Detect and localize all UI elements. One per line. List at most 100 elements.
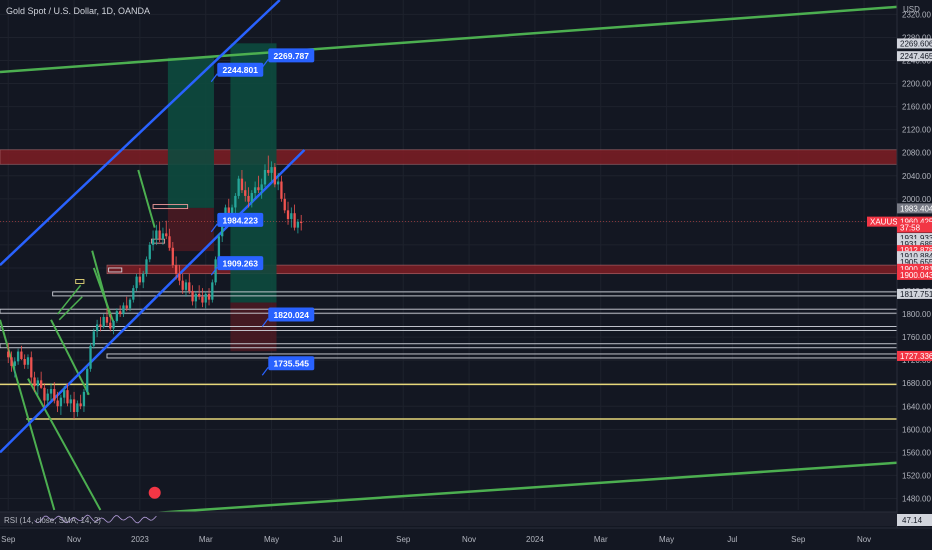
price-badge <box>897 239 932 250</box>
price-badge <box>897 233 932 244</box>
candle-body <box>118 311 122 315</box>
callout-box <box>217 256 264 271</box>
callout-pointer <box>261 58 269 68</box>
candle-body <box>174 265 178 274</box>
callout-pointer <box>261 366 269 376</box>
time-axis[interactable]: Sep Nov 2023 Mar May Jul Sep Nov 2024 Mar May Jul Se… <box>0 527 932 550</box>
trend-line-top <box>0 5 898 74</box>
candle-body <box>132 288 135 300</box>
candle-body <box>16 351 20 362</box>
candle-body <box>204 293 207 303</box>
candle-body <box>214 259 217 283</box>
candle-body <box>76 403 79 413</box>
rsi-pane: RSI (14, close, SMA, 14, 2) 47.14 <box>0 486 932 526</box>
candle-body <box>280 181 283 199</box>
candle-body <box>237 178 240 196</box>
candle-body <box>181 280 184 290</box>
candle-body <box>145 259 148 274</box>
candle-body <box>263 170 267 185</box>
candle-body <box>151 239 155 245</box>
callout-pointer <box>210 266 218 276</box>
callout-box <box>268 356 315 371</box>
candle-body <box>201 296 204 303</box>
candle-body <box>30 357 33 378</box>
candle-body <box>211 282 214 300</box>
candle-body <box>293 213 296 228</box>
price-badge <box>897 203 932 214</box>
price-tick-label: 1640.00 <box>902 402 931 411</box>
candles <box>7 155 303 419</box>
candle-body <box>63 390 66 398</box>
candle-body <box>207 293 211 300</box>
candle-body <box>165 233 168 237</box>
price-tick-label: 1800.00 <box>902 310 931 319</box>
price-tick-label: 1600.00 <box>902 425 931 434</box>
candle-body <box>244 190 247 196</box>
event-marker <box>148 486 161 499</box>
resistance-zone <box>0 149 898 165</box>
price-badge-label: 1900.281 <box>900 265 932 274</box>
price-tick-label: 1760.00 <box>902 333 931 342</box>
candle-body <box>95 324 99 332</box>
price-badge-label: 1900.043 <box>900 271 932 280</box>
channel-upper <box>0 0 281 266</box>
rsi-label: RSI (14, close, SMA, 14, 2) <box>4 516 101 525</box>
candle-body <box>102 316 105 327</box>
candle-body <box>53 388 56 401</box>
candle-body <box>267 170 270 173</box>
candle-body <box>230 207 234 217</box>
time-axis-background <box>0 528 932 550</box>
candle-body <box>240 178 244 191</box>
wedge-line-2 <box>58 296 83 321</box>
price-axis[interactable]: 2320.002280.002240.002200.002160.002120.… <box>867 0 932 550</box>
candle-body <box>194 293 198 302</box>
candle-body <box>270 167 273 173</box>
candle-body <box>112 320 115 329</box>
candle-body <box>158 230 161 240</box>
candle-body <box>155 230 158 240</box>
candle-body <box>250 193 253 202</box>
candle-body <box>257 187 260 191</box>
candle-body <box>46 393 49 401</box>
price-badge <box>897 251 932 262</box>
candle-body <box>142 273 145 283</box>
trend-line-diag-6 <box>137 169 156 228</box>
long-position-profit-1 <box>167 57 214 208</box>
callout-box <box>217 62 264 77</box>
price-badge-label: 37:58 <box>900 224 921 233</box>
price-badge-label: 1910.884 <box>900 252 932 261</box>
candle-body <box>227 207 230 217</box>
price-tick-label: 2120.00 <box>902 126 931 135</box>
price-badge <box>897 51 932 62</box>
candle-body <box>59 397 63 407</box>
callout-label: 1909.263 <box>223 259 259 269</box>
trend-line-diag-3 <box>50 319 90 396</box>
candle-body <box>168 236 171 248</box>
price-badge-label: 1931.933 <box>900 234 932 243</box>
candle-body <box>105 316 109 323</box>
time-tick-label: May <box>264 535 279 544</box>
price-badge <box>897 216 932 227</box>
candle-body <box>260 184 263 191</box>
candle-body <box>283 198 286 211</box>
candle-body <box>300 221 303 224</box>
price-tick-label: 1560.00 <box>902 448 931 457</box>
price-badge-label: 1905.655 <box>900 258 932 267</box>
candle-body <box>234 195 237 208</box>
price-tick-label: 1680.00 <box>902 379 931 388</box>
callout-label: 2269.787 <box>274 51 310 61</box>
candle-body <box>217 236 221 260</box>
price-tick-label: 2200.00 <box>902 80 931 89</box>
candle-body <box>20 351 23 360</box>
rsi-value-label: 47.14 <box>902 516 923 525</box>
price-tick-label: 2320.00 <box>902 10 931 19</box>
callout-label: 1820.024 <box>274 310 310 320</box>
candle-body <box>122 305 125 315</box>
candle-body <box>188 282 191 292</box>
chart-title: Gold Spot / U.S. Dollar, 1D, OANDA <box>6 6 150 16</box>
candle-body <box>23 359 26 365</box>
candle-body <box>197 293 201 297</box>
candle-body <box>109 322 112 329</box>
